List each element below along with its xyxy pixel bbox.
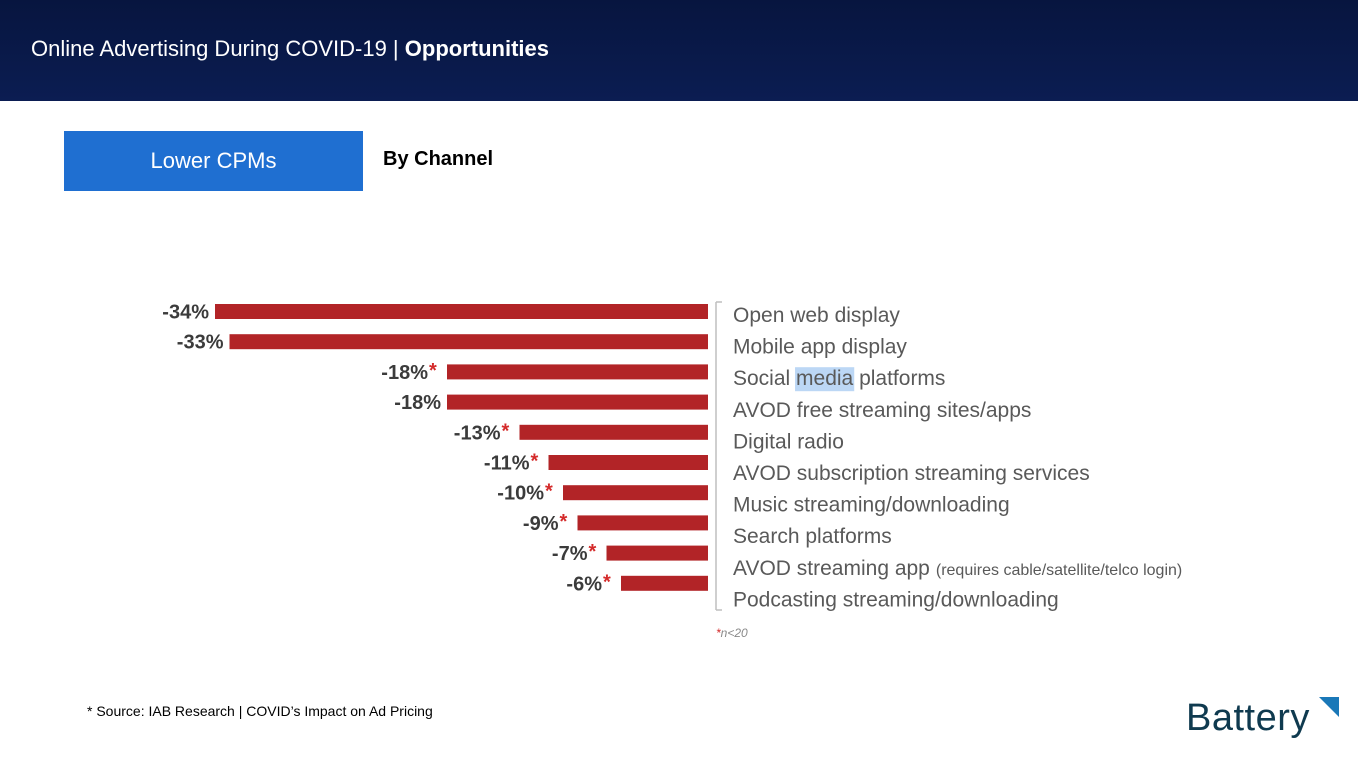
bar-6: [548, 455, 708, 470]
category-label-part: platforms: [853, 367, 945, 390]
category-label-10: Podcasting streaming/downloading: [733, 588, 1059, 611]
category-label-1: Open web display: [733, 304, 900, 327]
highlighted-word: media: [796, 367, 854, 390]
section-tag: Lower CPMs: [64, 131, 363, 191]
category-note: (requires cable/satellite/telco login): [936, 562, 1182, 579]
category-label-2: Mobile app display: [733, 336, 907, 359]
logo-triangle-icon: [1319, 697, 1339, 717]
bar-4: [447, 394, 708, 410]
asterisk-8: *: [560, 511, 568, 533]
category-label-part: Social: [733, 367, 796, 390]
chart-subtitle: By Channel: [383, 148, 494, 170]
asterisk-3: *: [429, 360, 437, 382]
asterisk-5: *: [502, 420, 510, 442]
data-label-6: -11%: [484, 453, 530, 475]
asterisk-10: *: [603, 571, 611, 593]
footnote-text: n<20: [721, 626, 748, 640]
asterisk-7: *: [545, 481, 553, 503]
data-label-2: -33%: [177, 332, 224, 354]
asterisk-9: *: [589, 541, 597, 563]
bar-8: [577, 515, 708, 531]
category-label-5: Digital radio: [733, 430, 844, 453]
data-label-7: -10%: [497, 483, 544, 505]
page-title: Online Advertising During COVID-19 | Opp…: [31, 36, 549, 62]
category-label-4: AVOD free streaming sites/apps: [733, 399, 1031, 422]
data-label-10: -6%: [566, 573, 602, 595]
logo-text: Battery: [1186, 697, 1310, 739]
page-title-regular: Online Advertising During COVID-19 |: [31, 36, 405, 61]
category-label-8: Search platforms: [733, 525, 892, 548]
asterisk-6: *: [531, 451, 539, 473]
bar-5: [519, 424, 708, 440]
bar-7: [563, 485, 708, 501]
footnote: *n<20: [716, 626, 748, 640]
category-label-9: AVOD streaming app (requires cable/satell…: [733, 557, 1182, 580]
data-label-3: -18%: [381, 362, 428, 384]
category-label-3: Social media platforms: [733, 367, 945, 390]
data-label-4: -18%: [394, 392, 441, 414]
data-label-1: -34%: [162, 302, 209, 324]
bar-2: [229, 334, 708, 350]
data-label-5: -13%: [454, 422, 501, 444]
bar-10: [621, 575, 708, 591]
data-label-9: -7%: [552, 543, 588, 565]
bar-9: [606, 545, 708, 561]
footnote-asterisk: *: [716, 626, 721, 640]
category-label-7: Music streaming/downloading: [733, 494, 1010, 517]
bar-3: [447, 364, 708, 380]
page-title-bold: Opportunities: [404, 36, 549, 61]
category-label-6: AVOD subscription streaming services: [733, 462, 1090, 485]
bar-1: [215, 304, 708, 319]
section-tag-label: Lower CPMs: [150, 148, 277, 173]
word-highlight: [795, 367, 855, 392]
data-label-8: -9%: [523, 513, 559, 535]
header-banner: Online Advertising During COVID-19 | Opp…: [0, 0, 1358, 101]
source-note: * Source: IAB Research | COVID’s Impact …: [87, 703, 433, 719]
battery-logo: Battery: [1186, 697, 1346, 747]
